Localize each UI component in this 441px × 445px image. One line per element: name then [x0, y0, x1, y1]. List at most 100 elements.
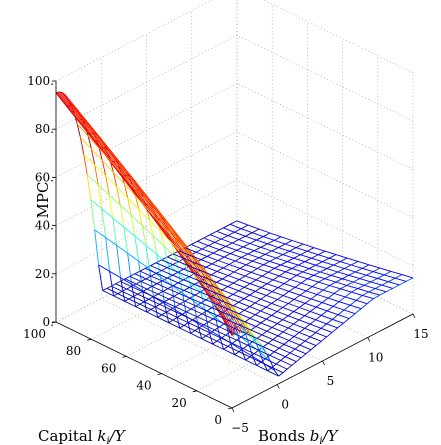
mesh-line-x [227, 293, 234, 299]
mesh-line-x [255, 310, 261, 316]
mesh-line-x [172, 261, 179, 266]
gridline-back-z [55, 179, 238, 275]
mesh-line-x [254, 246, 261, 252]
mesh-line-x [227, 282, 234, 287]
mesh-line-x [289, 274, 297, 280]
mesh-line-x [244, 317, 251, 323]
mesh-line-x [243, 294, 250, 300]
mesh-line-y [191, 244, 368, 305]
mesh-line-x [106, 285, 112, 289]
mesh-line-x [145, 245, 151, 270]
z-axis-label: MPC [34, 182, 52, 219]
mesh-line-x [123, 183, 129, 199]
mesh-line-x [315, 302, 323, 308]
mesh-line-x [321, 297, 329, 304]
mesh-line-x [240, 224, 249, 230]
mesh-line-x [194, 291, 201, 296]
mesh-line-y [106, 287, 284, 374]
mesh-line-x [332, 301, 340, 307]
mesh-line-x [298, 261, 305, 266]
mesh-line-x [157, 290, 164, 295]
y-tick [192, 390, 197, 393]
mesh-line-x [364, 281, 371, 286]
mesh-line-x [232, 239, 239, 244]
mesh-line-x [328, 254, 337, 259]
mesh-line-x [269, 257, 277, 262]
mesh-line-x [233, 301, 239, 307]
mesh-line-x [348, 313, 356, 319]
mesh-line-x [208, 241, 215, 247]
mesh-line-x [348, 271, 356, 276]
mesh-line-x [238, 235, 246, 241]
mesh-line-x [337, 268, 345, 273]
mesh-line-x [168, 319, 174, 324]
mesh-line-x [98, 264, 104, 291]
mesh-line-x [205, 263, 213, 268]
mesh-line-x [263, 260, 270, 266]
mesh-line-x [211, 270, 218, 276]
mesh-line-x [238, 298, 245, 303]
mesh-line-x [227, 231, 235, 237]
mesh-line-x [222, 275, 229, 280]
x-tick [231, 407, 235, 413]
mesh-line-x [310, 345, 317, 351]
mesh-line-x [310, 294, 318, 300]
mesh-line-x [288, 299, 295, 304]
mesh-line-x [244, 306, 250, 311]
mesh-line-x [124, 298, 130, 302]
gridline-floor-y [55, 227, 238, 323]
mesh-line-x [206, 252, 214, 257]
mesh-line-x [338, 296, 346, 303]
mesh-line-x [175, 303, 181, 308]
mesh-line-x [228, 260, 236, 265]
mesh-line-x [277, 331, 284, 337]
mesh-line-x [195, 248, 203, 253]
mesh-line-x [256, 361, 262, 366]
mesh-line-x [182, 293, 188, 317]
mesh-line-x [360, 303, 368, 310]
mesh-line-x [267, 267, 275, 273]
mesh-line-x [299, 302, 306, 308]
mesh-line-x [193, 301, 199, 324]
mesh-line-x [315, 315, 322, 321]
mesh-line-x [258, 253, 266, 259]
mesh-line-x [282, 327, 289, 333]
mesh-line-x [131, 284, 137, 307]
mesh-line-x [150, 306, 156, 310]
mesh-line-x [256, 264, 264, 269]
mesh-line-x [315, 340, 322, 346]
mesh-line-y [129, 275, 307, 355]
mesh-line-x [266, 279, 274, 285]
mesh-line-x [359, 274, 367, 280]
x-tick-label: −5 [231, 421, 249, 435]
mesh-line-x [278, 243, 286, 248]
mesh-line-x [245, 232, 253, 237]
mesh-line-x [249, 302, 256, 308]
mesh-line-x [219, 336, 225, 350]
mesh-line-y [178, 250, 356, 315]
mesh-line-x [203, 234, 211, 239]
mesh-line-x [346, 281, 354, 286]
y-tick [157, 373, 162, 375]
mesh-line-y [197, 240, 374, 300]
mesh-line-y [139, 270, 317, 347]
mesh-line-x [291, 361, 297, 366]
mesh-line-x [234, 228, 242, 233]
mesh-line-x [214, 238, 222, 243]
mesh-line-x [119, 204, 125, 228]
mesh-line-x [377, 274, 385, 279]
z-tick-label: 100. [27, 74, 54, 88]
mesh-line-x [123, 226, 129, 254]
mesh-line-x [320, 336, 327, 342]
mesh-line-x [120, 277, 126, 302]
mesh-line-x [161, 311, 167, 316]
gridline-side-z [262, 0, 414, 74]
mesh-line-x [183, 287, 190, 291]
mesh-line-x [233, 268, 241, 273]
mesh-line-x [249, 239, 257, 244]
mesh-line-x [87, 135, 92, 149]
mesh-line-x [127, 197, 132, 216]
mesh-line-x [124, 275, 131, 280]
mesh-line-x [337, 322, 344, 329]
mesh-line-x [287, 311, 294, 317]
